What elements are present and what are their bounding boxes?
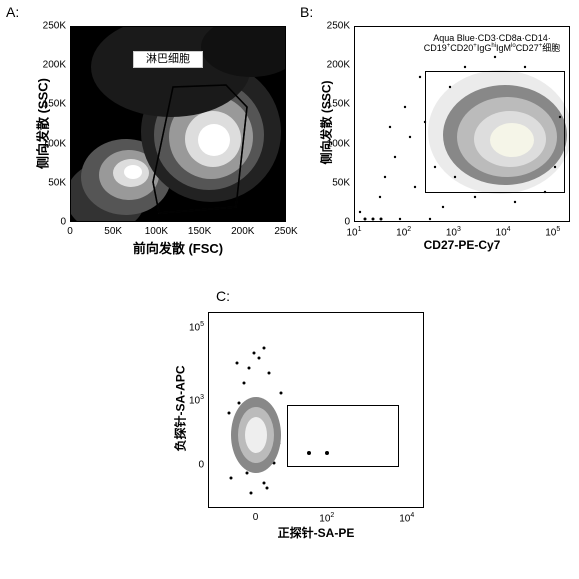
tick: 150K xyxy=(188,226,211,237)
tick: 100K xyxy=(145,226,168,237)
panel-a-plot: 淋巴细胞 侧向发散 (SSC) 前向发散 (FSC) 0 50K 100K 15… xyxy=(22,20,290,260)
panel-c-xlabel: 正探针-SA-PE xyxy=(208,524,424,541)
panel-a-label: A: xyxy=(6,4,19,20)
panel-b-label: B: xyxy=(300,4,313,20)
tick: 200K xyxy=(327,60,350,71)
panel-a-xlabel: 前向发散 (FSC) xyxy=(70,238,286,257)
tick: 103 xyxy=(446,226,461,238)
tick: 102 xyxy=(319,512,334,524)
tick: 250K xyxy=(274,226,297,237)
tick: 200K xyxy=(43,60,66,71)
tick: 104 xyxy=(496,226,511,238)
panel-b-frame: Aqua Blue·CD3·CD8a·CD14·CD19+CD20+IgGhiI… xyxy=(354,26,570,222)
tick: 150K xyxy=(327,99,350,110)
panel-c-frame xyxy=(208,312,424,508)
tick: 150K xyxy=(43,99,66,110)
panel-b-xlabel: CD27-PE-Cy7 xyxy=(354,238,570,252)
tick: 0 xyxy=(60,217,66,228)
tick: 0 xyxy=(198,459,204,470)
panel-a-gate-label: 淋巴细胞 xyxy=(133,51,203,68)
tick: 250K xyxy=(327,21,350,32)
panel-c-label: C: xyxy=(216,288,230,304)
tick: 102 xyxy=(396,226,411,238)
tick: 250K xyxy=(43,21,66,32)
panel-b-gate xyxy=(425,71,565,193)
tick: 104 xyxy=(399,512,414,524)
tick: 105 xyxy=(189,322,204,334)
tick: 0 xyxy=(67,226,73,237)
tick: 200K xyxy=(231,226,254,237)
tick: 0 xyxy=(344,217,350,228)
panel-b-gate-label: Aqua Blue·CD3·CD8a·CD14·CD19+CD20+IgGhiI… xyxy=(415,33,569,54)
panel-a-frame: 淋巴细胞 xyxy=(70,26,286,222)
tick: 100K xyxy=(327,138,350,149)
tick: 50K xyxy=(104,226,122,237)
panel-c-ylabel: 负探针-SA-APC xyxy=(172,319,189,499)
panel-c-gate xyxy=(287,405,399,467)
tick: 101 xyxy=(346,226,361,238)
tick: 103 xyxy=(189,394,204,406)
tick: 50K xyxy=(332,177,350,188)
tick: 105 xyxy=(545,226,560,238)
panel-b-plot: Aqua Blue·CD3·CD8a·CD14·CD19+CD20+IgGhiI… xyxy=(306,20,574,260)
tick: 100K xyxy=(43,138,66,149)
panel-c-plot: 负探针-SA-APC 正探针-SA-PE 0 102 104 0 103 105 xyxy=(160,306,428,546)
tick: 0 xyxy=(253,512,259,523)
tick: 50K xyxy=(48,177,66,188)
